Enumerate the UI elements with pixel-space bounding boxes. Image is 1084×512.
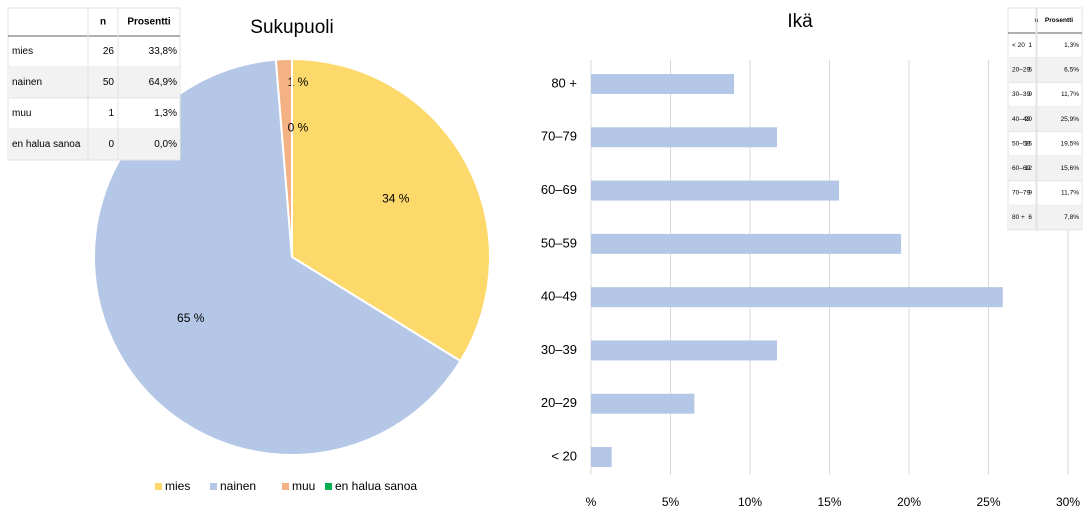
data-label: 65 % [177,311,205,325]
bar [591,233,902,254]
table-header: Prosentti [127,17,171,28]
bar [591,287,1003,308]
table-cell: 40–49 [1012,116,1030,123]
table-cell: 1,3% [154,108,177,119]
y-tick-label: 80 + [551,75,577,90]
table-cell: 0 [108,139,114,150]
data-label: 1 % [288,75,309,89]
table-header: n [100,17,106,28]
table-header: Prosentti [1045,17,1073,24]
table-cell: muu [12,108,31,119]
bar [591,127,778,148]
table-cell: 15 [1025,140,1033,147]
x-tick-label: 30% [1056,495,1080,509]
table-cell: 30–39 [1012,91,1030,98]
pie-title: Sukupuoli [250,17,333,38]
x-tick-label: 20% [897,495,921,509]
bar-title: Ikä [787,11,813,32]
table-cell: mies [12,46,33,57]
y-tick-label: 70–79 [541,129,577,144]
table-cell: 15,6% [1061,165,1080,172]
data-label: 0 % [288,120,309,134]
bar [591,393,695,414]
table-cell: en halua sanoa [12,139,81,150]
table-cell: 9 [1028,91,1032,98]
row-bg [8,67,180,98]
bar [591,74,735,94]
table-cell: 11,7% [1061,190,1079,197]
table-cell: 25,9% [1061,116,1080,123]
table-cell: 6,5% [1064,67,1079,74]
row-bg [1008,106,1082,132]
bar [591,340,778,361]
legend-label: nainen [220,479,256,493]
table-cell: 64,9% [149,77,177,88]
pie-slice [291,57,491,363]
table-cell: 12 [1025,165,1033,172]
legend-label: mies [165,479,190,493]
table-cell: 1 [108,108,114,119]
table-cell: 1,3% [1064,42,1079,49]
table-cell: 7,8% [1064,214,1079,221]
y-tick-label: 60–69 [541,182,577,197]
legend-label: muu [292,479,315,493]
x-tick-label: 5% [662,495,680,509]
row-bg [1008,156,1082,181]
table-cell: 20 [1025,116,1033,123]
row-bg [8,129,180,160]
table-cell: 50–59 [1012,140,1030,147]
row-bg [1008,205,1082,230]
data-label: 34 % [382,191,410,205]
legend-label: en halua sanoa [335,479,417,493]
y-tick-label: 50–59 [541,235,577,250]
table-cell: < 20 [1012,42,1025,49]
x-tick-label: 25% [976,495,1000,509]
y-tick-label: < 20 [551,448,577,463]
bar [591,180,840,201]
table-cell: 80 + [1012,214,1025,221]
table-cell: 70–79 [1012,190,1030,197]
table-cell: 9 [1028,190,1032,197]
x-tick-label: 10% [738,495,762,509]
table-cell: 0,0% [154,139,177,150]
table-cell: 26 [103,46,115,57]
legend-swatch [282,483,289,490]
table-cell: 50 [103,77,115,88]
y-tick-label: 30–39 [541,342,577,357]
table-cell: 60–69 [1012,165,1030,172]
table-cell: 19,5% [1061,140,1080,147]
y-tick-label: 20–29 [541,395,577,410]
row-bg [1008,57,1082,83]
x-tick-label: % [586,495,597,509]
y-tick-label: 40–49 [541,289,577,304]
table-cell: 6 [1028,214,1032,221]
legend-swatch [210,483,217,490]
table-cell: 5 [1028,67,1032,74]
table-cell: 20–29 [1012,67,1030,74]
table-cell: nainen [12,77,42,88]
table-cell: 11,7% [1061,91,1079,98]
table-cell: 1 [1028,42,1032,49]
legend-swatch [155,483,162,490]
table-cell: 33,8% [149,46,177,57]
x-tick-label: 15% [817,495,841,509]
bar [591,447,612,467]
legend-swatch [325,483,332,490]
